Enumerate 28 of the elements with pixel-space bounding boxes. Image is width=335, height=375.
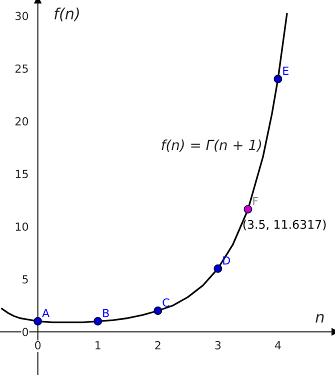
y-tick-label: 15 [16, 170, 28, 178]
y-tick-label: 5 [22, 275, 28, 284]
x-tick-label: 2 [155, 341, 160, 350]
x-axis-title: n [316, 314, 324, 322]
point [274, 74, 282, 84]
y-tick-label: 10 [16, 222, 28, 231]
point [244, 205, 252, 214]
y-tick-label: 30 [16, 12, 28, 20]
annotation: (3.5, 11.6317) [243, 220, 326, 230]
annotation: B [103, 309, 109, 318]
y-tick-label: 20 [15, 117, 28, 126]
y-tick-label: 25 [15, 64, 28, 73]
annotation: D [223, 256, 230, 264]
annotation: A [42, 309, 50, 318]
annotation: f(n) = Γ(n + 1) [162, 139, 262, 152]
annotation: C [162, 298, 170, 307]
x-tick-label: 0 [35, 341, 41, 350]
point [34, 317, 42, 326]
y-axis-title: f(n) [54, 8, 79, 22]
annotation: F [253, 197, 258, 206]
point [214, 264, 222, 273]
x-tick-label: 3 [215, 341, 221, 350]
annotation: E [283, 66, 288, 75]
x-tick-label: 1 [96, 341, 100, 350]
point [94, 317, 102, 326]
y-tick-label: 0 [22, 328, 28, 336]
point [154, 306, 162, 315]
x-tick-label: 4 [274, 341, 281, 350]
